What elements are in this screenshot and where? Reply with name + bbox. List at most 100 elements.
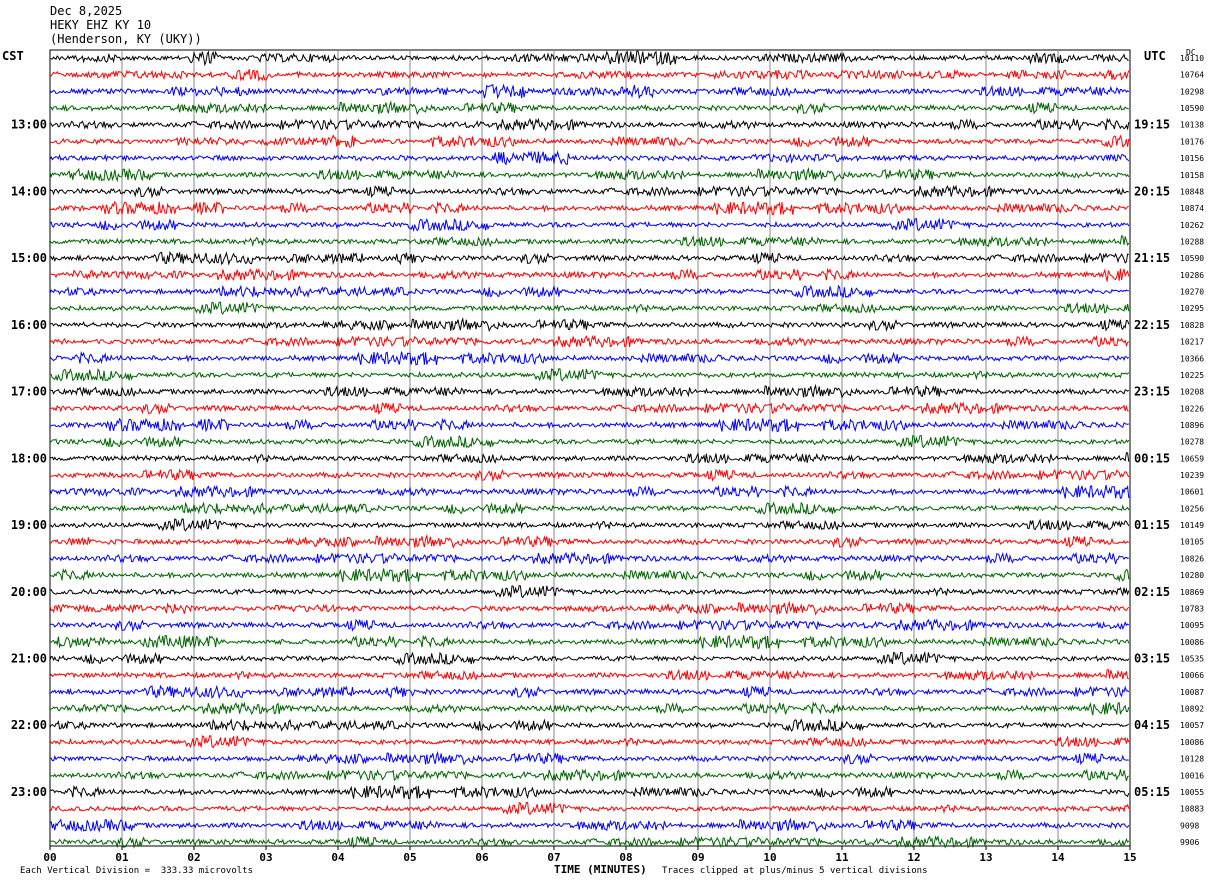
seismic-trace (49, 367, 1130, 382)
utc-hour-label: 23:15 (1134, 385, 1170, 399)
x-tick-label: 12 (907, 851, 920, 864)
seismic-trace (49, 267, 1130, 282)
seismic-trace (49, 250, 1129, 266)
x-tick-label: 15 (1123, 851, 1136, 864)
seismic-trace (49, 567, 1130, 583)
dc-offset-label: 10128 (1180, 755, 1204, 764)
seismic-trace (49, 217, 1130, 233)
seismic-trace (50, 383, 1130, 399)
seismic-trace (49, 68, 1130, 82)
seismic-trace (49, 784, 1130, 800)
dc-offset-label: 10535 (1180, 655, 1204, 664)
dc-offset-label: 9906 (1180, 838, 1199, 847)
dc-offset-label: 10764 (1180, 71, 1204, 80)
seismic-trace (49, 451, 1130, 465)
seismic-trace (49, 618, 1130, 633)
dc-offset-label: 10057 (1180, 721, 1204, 730)
cst-hour-label: 22:00 (11, 718, 47, 732)
dc-offset-label: 10848 (1180, 187, 1204, 196)
dc-offset-label: 10295 (1180, 304, 1204, 313)
seismic-trace (49, 83, 1130, 100)
dc-offset-label: 10105 (1180, 538, 1204, 547)
dc-offset-label: 10270 (1180, 288, 1204, 297)
x-tick-label: 09 (691, 851, 704, 864)
dc-offset-label: 10016 (1180, 771, 1204, 780)
dc-offset-label: 10892 (1180, 705, 1204, 714)
dc-label: DC (1186, 48, 1196, 57)
seismic-trace (49, 801, 1130, 816)
dc-offset-label: 10280 (1180, 571, 1204, 580)
seismic-trace (49, 585, 1130, 599)
x-tick-label: 00 (43, 851, 56, 864)
x-tick-label: 01 (115, 851, 129, 864)
utc-hour-label: 04:15 (1134, 718, 1170, 732)
seismic-trace (49, 284, 1129, 299)
seismic-trace (49, 484, 1130, 500)
cst-hour-label: 16:00 (11, 318, 47, 332)
station-name: HEKY EHZ KY 10 (50, 18, 152, 32)
seismic-trace (49, 166, 1130, 183)
x-tick-label: 04 (331, 851, 345, 864)
seismic-trace (49, 417, 1129, 433)
station-location: (Henderson, KY (UKY)) (50, 32, 202, 46)
x-tick-label: 07 (547, 851, 560, 864)
seismic-trace (49, 668, 1130, 682)
scale-note: Each Vertical Division = 333.33 microvol… (20, 866, 253, 876)
seismic-trace (49, 117, 1130, 132)
dc-offset-label: 10225 (1180, 371, 1204, 380)
cst-hour-label: 15:00 (11, 251, 47, 265)
cst-hour-label: 14:00 (11, 184, 47, 198)
dc-offset-label: 10869 (1180, 588, 1204, 597)
x-tick-label: 08 (619, 851, 632, 864)
dc-offset-label: 10262 (1180, 221, 1204, 230)
cst-label: CST (2, 49, 24, 63)
seismic-trace (50, 533, 1130, 549)
seismic-trace (49, 434, 1130, 449)
seismic-trace (49, 468, 1130, 482)
dc-offset-label: 9098 (1180, 821, 1199, 830)
cst-hour-label: 18:00 (11, 451, 47, 465)
x-tick-label: 05 (403, 851, 416, 864)
dc-offset-label: 10095 (1180, 621, 1204, 630)
seismic-trace (49, 401, 1129, 416)
seismic-trace (49, 817, 1130, 833)
clip-note: Traces clipped at plus/minus 5 vertical … (662, 866, 928, 876)
seismic-trace (49, 735, 1130, 749)
utc-label: UTC (1144, 49, 1166, 63)
utc-hour-label: 19:15 (1134, 118, 1170, 132)
dc-offset-label: 10110 (1180, 54, 1204, 63)
x-tick-label: 11 (835, 851, 849, 864)
dc-offset-label: 10883 (1180, 805, 1204, 814)
dc-offset-label: 10278 (1180, 438, 1204, 447)
seismic-trace (49, 750, 1129, 766)
dc-offset-label: 10366 (1180, 354, 1204, 363)
cst-hour-label: 21:00 (11, 652, 47, 666)
plot-frame (49, 49, 1131, 847)
utc-hour-label: 05:15 (1134, 785, 1170, 799)
dc-offset-label: 10590 (1180, 104, 1204, 113)
cst-hour-label: 19:00 (11, 518, 47, 532)
cst-hour-label: 13:00 (11, 118, 47, 132)
dc-offset-label: 10138 (1180, 121, 1204, 130)
seismic-trace (49, 317, 1130, 332)
dc-offset-label: 10149 (1180, 521, 1204, 530)
dc-offset-label: 10601 (1180, 488, 1204, 497)
dc-offset-label: 10783 (1180, 604, 1204, 613)
x-tick-label: 02 (187, 851, 200, 864)
dc-offset-label: 10828 (1180, 321, 1204, 330)
seismic-trace (49, 768, 1130, 782)
dc-offset-label: 10239 (1180, 471, 1204, 480)
seismic-trace (49, 650, 1130, 666)
seismic-trace (49, 150, 1130, 166)
dc-offset-label: 10896 (1180, 421, 1204, 430)
seismic-trace (49, 301, 1130, 315)
seismic-trace (49, 334, 1130, 349)
utc-hour-label: 21:15 (1134, 251, 1170, 265)
seismic-trace (49, 600, 1130, 616)
dc-offset-label: 10659 (1180, 454, 1204, 463)
seismic-trace (49, 100, 1130, 116)
seismic-trace (49, 184, 1129, 199)
seismic-trace (49, 551, 1129, 565)
cst-hour-label: 17:00 (11, 385, 47, 399)
